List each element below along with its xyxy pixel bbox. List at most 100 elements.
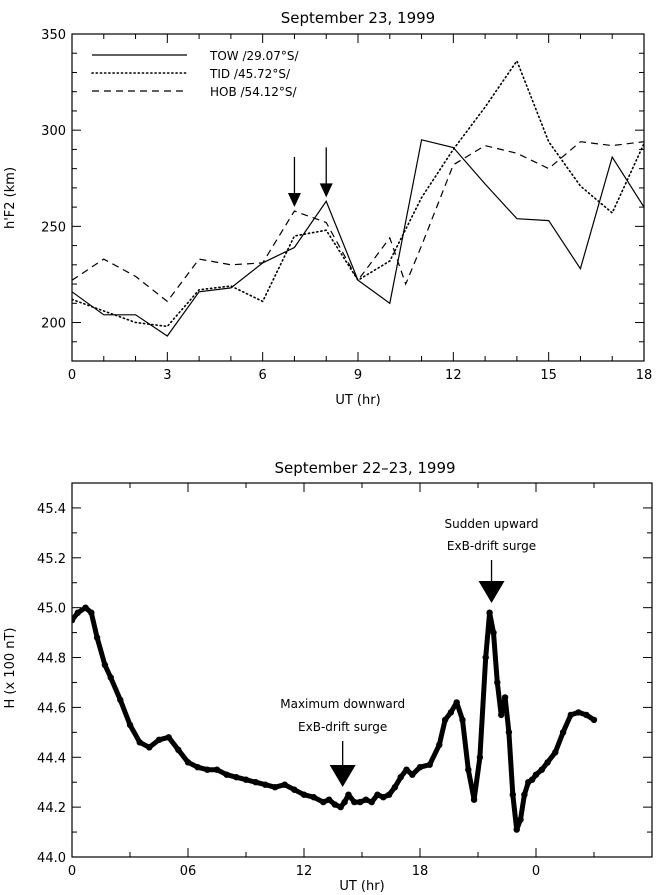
data-point	[476, 754, 484, 761]
data-point	[380, 794, 387, 801]
panel2-ylabel: H (x 100 nT)	[3, 627, 18, 708]
data-point	[136, 739, 143, 746]
x-tick-label: 18	[412, 864, 429, 879]
data-point	[575, 709, 582, 716]
data-point	[345, 791, 352, 798]
data-point	[337, 803, 344, 811]
y-tick-label: 300	[41, 124, 66, 139]
data-point	[513, 826, 520, 833]
data-point	[351, 798, 358, 806]
y-tick-label: 250	[41, 220, 66, 235]
x-tick-label: 0	[532, 864, 540, 879]
legend-label: TID /45.72°S/	[209, 67, 291, 81]
data-point	[583, 711, 590, 719]
data-point	[155, 736, 163, 743]
data-point	[391, 784, 399, 791]
data-point	[447, 709, 455, 716]
data-point	[459, 716, 466, 724]
data-point	[532, 771, 540, 778]
data-point	[233, 774, 240, 781]
panel2-series	[72, 604, 598, 833]
data-point	[505, 729, 513, 736]
x-tick-label: 15	[540, 368, 557, 383]
data-point	[453, 699, 460, 706]
annotation-arrow-head	[319, 183, 333, 198]
annotation-arrow-head	[478, 581, 505, 603]
y-tick-label: 350	[41, 28, 66, 43]
data-point	[82, 604, 89, 611]
data-point	[213, 766, 221, 773]
y-tick-label: 44.4	[37, 751, 66, 766]
y-tick-label: 45.4	[37, 502, 66, 517]
data-point	[403, 766, 410, 773]
data-point	[486, 609, 493, 616]
data-point	[310, 794, 317, 801]
data-point	[325, 796, 333, 803]
data-point	[517, 816, 524, 823]
data-point	[362, 796, 370, 803]
data-point	[194, 764, 201, 771]
x-tick-label: 3	[163, 368, 171, 383]
y-tick-label: 45.2	[37, 552, 66, 567]
x-tick-label: 0	[68, 864, 76, 879]
data-point	[356, 798, 364, 806]
data-point	[281, 781, 288, 788]
data-point	[291, 786, 298, 793]
series-line	[72, 141, 644, 303]
panel2-annotations: Maximum downward ExB-drift surge Sudden up…	[280, 517, 539, 787]
annotation-arrow-head	[329, 765, 356, 787]
x-tick-label: 9	[354, 368, 362, 383]
data-point	[320, 798, 327, 806]
data-point	[88, 609, 95, 616]
annotation-text: ExB-drift surge	[298, 720, 387, 734]
data-point	[165, 734, 172, 741]
data-point	[385, 791, 393, 798]
series-line	[72, 139, 644, 337]
y-tick-label: 44.0	[37, 851, 66, 866]
y-tick-label: 200	[41, 317, 66, 332]
data-point	[416, 764, 424, 771]
panel1-plot-frame	[71, 33, 645, 362]
data-point	[470, 796, 478, 803]
panel1-axes: 0 3 6 9 12 15 18 200 250 300 350	[41, 28, 652, 383]
data-point	[126, 721, 134, 729]
data-point	[146, 744, 153, 751]
data-point	[175, 746, 182, 753]
panel1-series	[72, 59, 644, 337]
x-tick-label: 12	[445, 368, 462, 383]
panel-h-field: September 22–23, 1999 0 06 12 18 044.044.244…	[3, 459, 653, 894]
data-point	[426, 761, 433, 768]
data-point	[271, 784, 279, 791]
y-tick-label: 44.8	[37, 652, 66, 667]
data-point	[204, 766, 211, 773]
panel1-legend: TOW /29.07°S/TID /45.72°S/HOB /54.12°S/	[91, 49, 299, 99]
data-point	[117, 696, 124, 704]
data-point	[397, 774, 404, 781]
data-point	[544, 759, 551, 766]
data-point	[528, 776, 536, 783]
data-point	[567, 711, 574, 719]
x-tick-label: 18	[636, 368, 653, 383]
data-point	[559, 729, 567, 736]
x-tick-label: 06	[180, 864, 197, 879]
panel1-annotations	[287, 147, 333, 207]
data-point	[300, 791, 308, 798]
panel2-title: September 22–23, 1999	[274, 459, 455, 477]
annotation-text: Sudden upward	[445, 517, 539, 531]
data-point	[436, 741, 443, 748]
annotation-text: ExB-drift surge	[447, 539, 536, 553]
data-point	[184, 759, 192, 766]
legend-label: HOB /54.12°S/	[210, 85, 298, 99]
annotation-arrow-head	[287, 192, 301, 207]
data-point	[521, 791, 528, 798]
panel-hf2: September 23, 1999 0 3 6 9 12 15 18 200 250 300 35…	[3, 9, 652, 408]
panel2-axes: 0 06 12 18 044.044.244.444.644.845.045.245.4	[37, 482, 653, 879]
data-point	[262, 781, 269, 788]
data-point	[498, 711, 505, 719]
data-point	[494, 679, 501, 686]
data-point	[242, 776, 250, 783]
data-point	[74, 609, 82, 616]
series-line	[72, 59, 644, 328]
data-point	[72, 616, 76, 624]
